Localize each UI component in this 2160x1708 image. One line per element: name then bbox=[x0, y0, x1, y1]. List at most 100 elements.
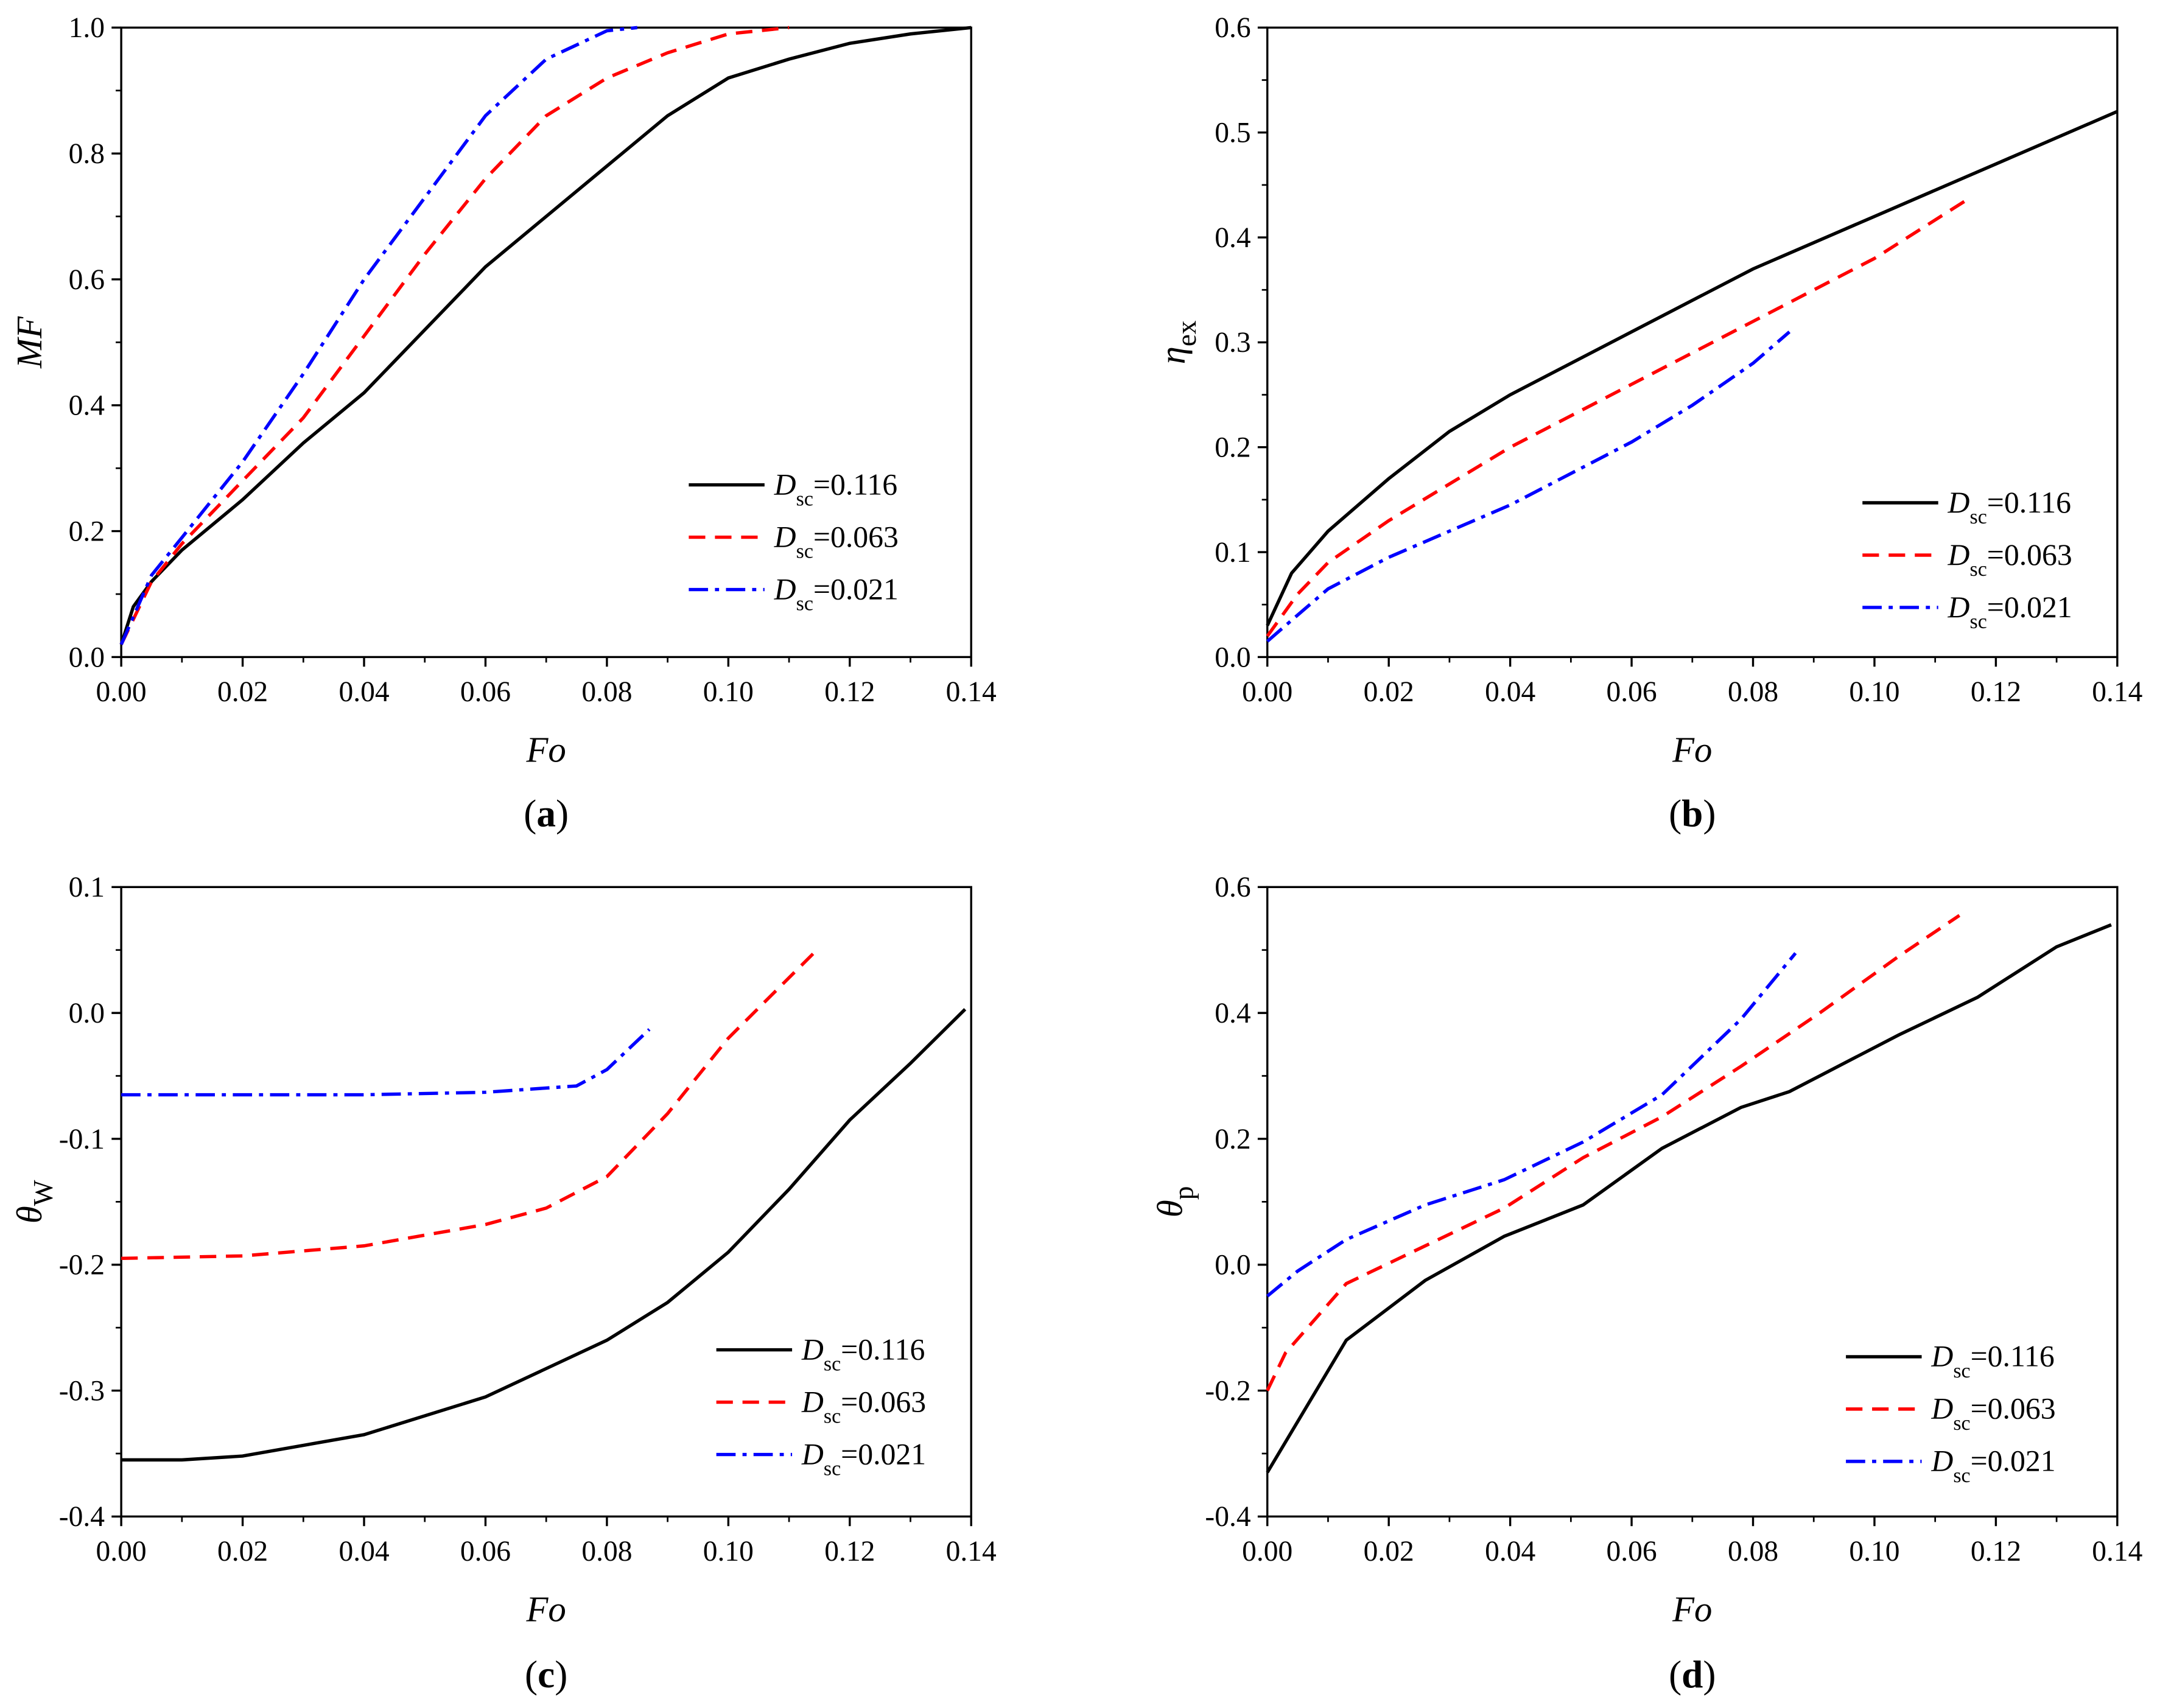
x-axis-label: Fo bbox=[526, 730, 566, 769]
legend-subscript: sc bbox=[1953, 1465, 1970, 1487]
y-axis-label: ηex bbox=[1153, 320, 1202, 364]
legend-subscript: sc bbox=[1969, 506, 1986, 528]
legend-value: =0.021 bbox=[1987, 590, 2072, 624]
y-tick-label: -0.2 bbox=[59, 1250, 105, 1281]
x-tick-label: 0.04 bbox=[1485, 676, 1535, 708]
x-tick-label: 0.06 bbox=[1607, 676, 1657, 708]
legend-entry: Dsc=0.116 bbox=[1948, 486, 2071, 528]
series-line-0_021 bbox=[119, 26, 638, 645]
y-tick-label: 0.3 bbox=[1215, 327, 1250, 359]
legend-subscript: sc bbox=[796, 592, 813, 615]
legend-value: =0.063 bbox=[841, 1385, 926, 1418]
panel-label-part: b bbox=[1681, 793, 1703, 835]
y-axis-label-main: θ bbox=[10, 1206, 49, 1223]
x-tick-label: 0.04 bbox=[338, 676, 389, 708]
panel-label-part: d bbox=[1681, 1653, 1703, 1696]
panel-label: (c) bbox=[525, 1653, 567, 1696]
panel-label-part: ( bbox=[525, 1653, 538, 1696]
legend-symbol: D bbox=[1948, 538, 1970, 572]
y-axis-label-main: η bbox=[1153, 346, 1193, 364]
legend-subscript: sc bbox=[824, 1458, 841, 1480]
x-axis-label: Fo bbox=[526, 1589, 566, 1629]
x-tick-label: 0.14 bbox=[2092, 1536, 2142, 1567]
y-tick-label: 0.2 bbox=[1215, 1124, 1250, 1155]
legend-symbol: D bbox=[1930, 1444, 1953, 1478]
legend-entry: Dsc=0.116 bbox=[801, 1332, 925, 1375]
series-line-0_021 bbox=[121, 1028, 651, 1097]
panel-label: (d) bbox=[1669, 1653, 1716, 1696]
legend-subscript: sc bbox=[796, 541, 813, 563]
y-tick-label: -0.2 bbox=[1205, 1375, 1250, 1407]
x-tick-label: 0.08 bbox=[1728, 1536, 1778, 1567]
legend-symbol: D bbox=[1948, 590, 1970, 624]
y-tick-label: -0.3 bbox=[59, 1375, 105, 1407]
legend-value: =0.021 bbox=[813, 572, 899, 606]
y-tick-label: 0.5 bbox=[1215, 117, 1250, 149]
series-line-0_021 bbox=[1266, 331, 1791, 643]
x-tick-label: 0.00 bbox=[1242, 676, 1292, 708]
y-tick-label: 0.6 bbox=[1215, 12, 1250, 44]
legend-subscript: sc bbox=[1969, 558, 1986, 581]
y-axis-label-sub: ex bbox=[1171, 320, 1202, 346]
legend-subscript: sc bbox=[1969, 611, 1986, 633]
legend-value: =0.116 bbox=[813, 467, 897, 501]
legend-symbol: D bbox=[801, 1385, 824, 1418]
plot-frame bbox=[120, 26, 972, 659]
y-axis-label: MF bbox=[10, 316, 49, 369]
x-tick-label: 0.12 bbox=[1971, 676, 2021, 708]
legend-symbol: D bbox=[1948, 486, 1970, 519]
legend-value: =0.116 bbox=[841, 1332, 925, 1366]
y-axis-label-sub: p bbox=[1169, 1186, 1199, 1200]
x-tick-label: 0.12 bbox=[824, 676, 875, 708]
legend-value: =0.063 bbox=[1971, 1392, 2056, 1426]
y-tick-label: 0.1 bbox=[69, 872, 105, 903]
legend-subscript: sc bbox=[796, 488, 813, 511]
y-axis-label-sub: W bbox=[28, 1180, 58, 1206]
panel-label-part: ) bbox=[556, 793, 569, 835]
panel-label-part: a bbox=[536, 793, 556, 835]
plot-frame bbox=[120, 886, 972, 1518]
series-line-0_063 bbox=[119, 26, 790, 646]
y-tick-label: 0.0 bbox=[1215, 1250, 1250, 1281]
legend-subscript: sc bbox=[824, 1353, 841, 1376]
legend-value: =0.063 bbox=[1987, 538, 2072, 572]
legend-value: =0.021 bbox=[841, 1437, 926, 1471]
panel-label: (b) bbox=[1669, 793, 1716, 835]
y-tick-label: 0.4 bbox=[69, 390, 105, 422]
legend-value: =0.021 bbox=[1971, 1444, 2056, 1478]
x-tick-label: 0.06 bbox=[460, 1536, 511, 1567]
x-tick-label: 0.02 bbox=[1364, 1536, 1414, 1567]
legend-entry: Dsc=0.021 bbox=[801, 1437, 926, 1480]
x-axis-label: Fo bbox=[1672, 730, 1712, 769]
panel-label-part: c bbox=[538, 1653, 555, 1696]
panel-label-part: ) bbox=[1703, 793, 1716, 835]
x-tick-label: 0.04 bbox=[338, 1536, 389, 1567]
legend-symbol: D bbox=[774, 572, 796, 606]
panel-label-part: ( bbox=[524, 793, 536, 835]
series-line-0_116 bbox=[119, 26, 972, 645]
legend-value: =0.116 bbox=[1971, 1340, 2055, 1373]
legend-entry: Dsc=0.116 bbox=[1930, 1340, 2054, 1382]
y-tick-label: 0.0 bbox=[69, 642, 105, 673]
chart-panel-b: 0.00 0.02 0.04 0.06 0.08 0.10 0.12 0.14 0.0 0.1 0.… bbox=[1153, 12, 2143, 835]
y-tick-label: 0.4 bbox=[1215, 222, 1251, 254]
series-line-0_116 bbox=[1266, 923, 2112, 1474]
y-axis-label: θW bbox=[10, 1180, 58, 1223]
panel-label-part: ) bbox=[1703, 1653, 1716, 1696]
x-tick-label: 0.10 bbox=[703, 1536, 754, 1567]
x-tick-label: 0.02 bbox=[217, 1536, 268, 1567]
y-tick-label: 0.2 bbox=[69, 516, 105, 547]
y-tick-label: 0.6 bbox=[69, 264, 105, 296]
legend-value: =0.116 bbox=[1987, 486, 2071, 519]
chart-panel-c: 0.00 0.02 0.04 0.06 0.08 0.10 0.12 0.14 -0.4 -0.3… bbox=[10, 872, 997, 1696]
legend-value: =0.063 bbox=[813, 520, 899, 553]
legend-symbol: D bbox=[774, 520, 796, 553]
series-line-0_021 bbox=[1266, 952, 1797, 1298]
x-tick-label: 0.10 bbox=[1849, 676, 1899, 708]
legend-entry: Dsc=0.063 bbox=[1948, 538, 2072, 581]
x-tick-label: 0.06 bbox=[460, 676, 511, 708]
x-tick-label: 0.08 bbox=[1728, 676, 1778, 708]
panel-label: (a) bbox=[524, 793, 569, 835]
legend-subscript: sc bbox=[824, 1405, 841, 1428]
